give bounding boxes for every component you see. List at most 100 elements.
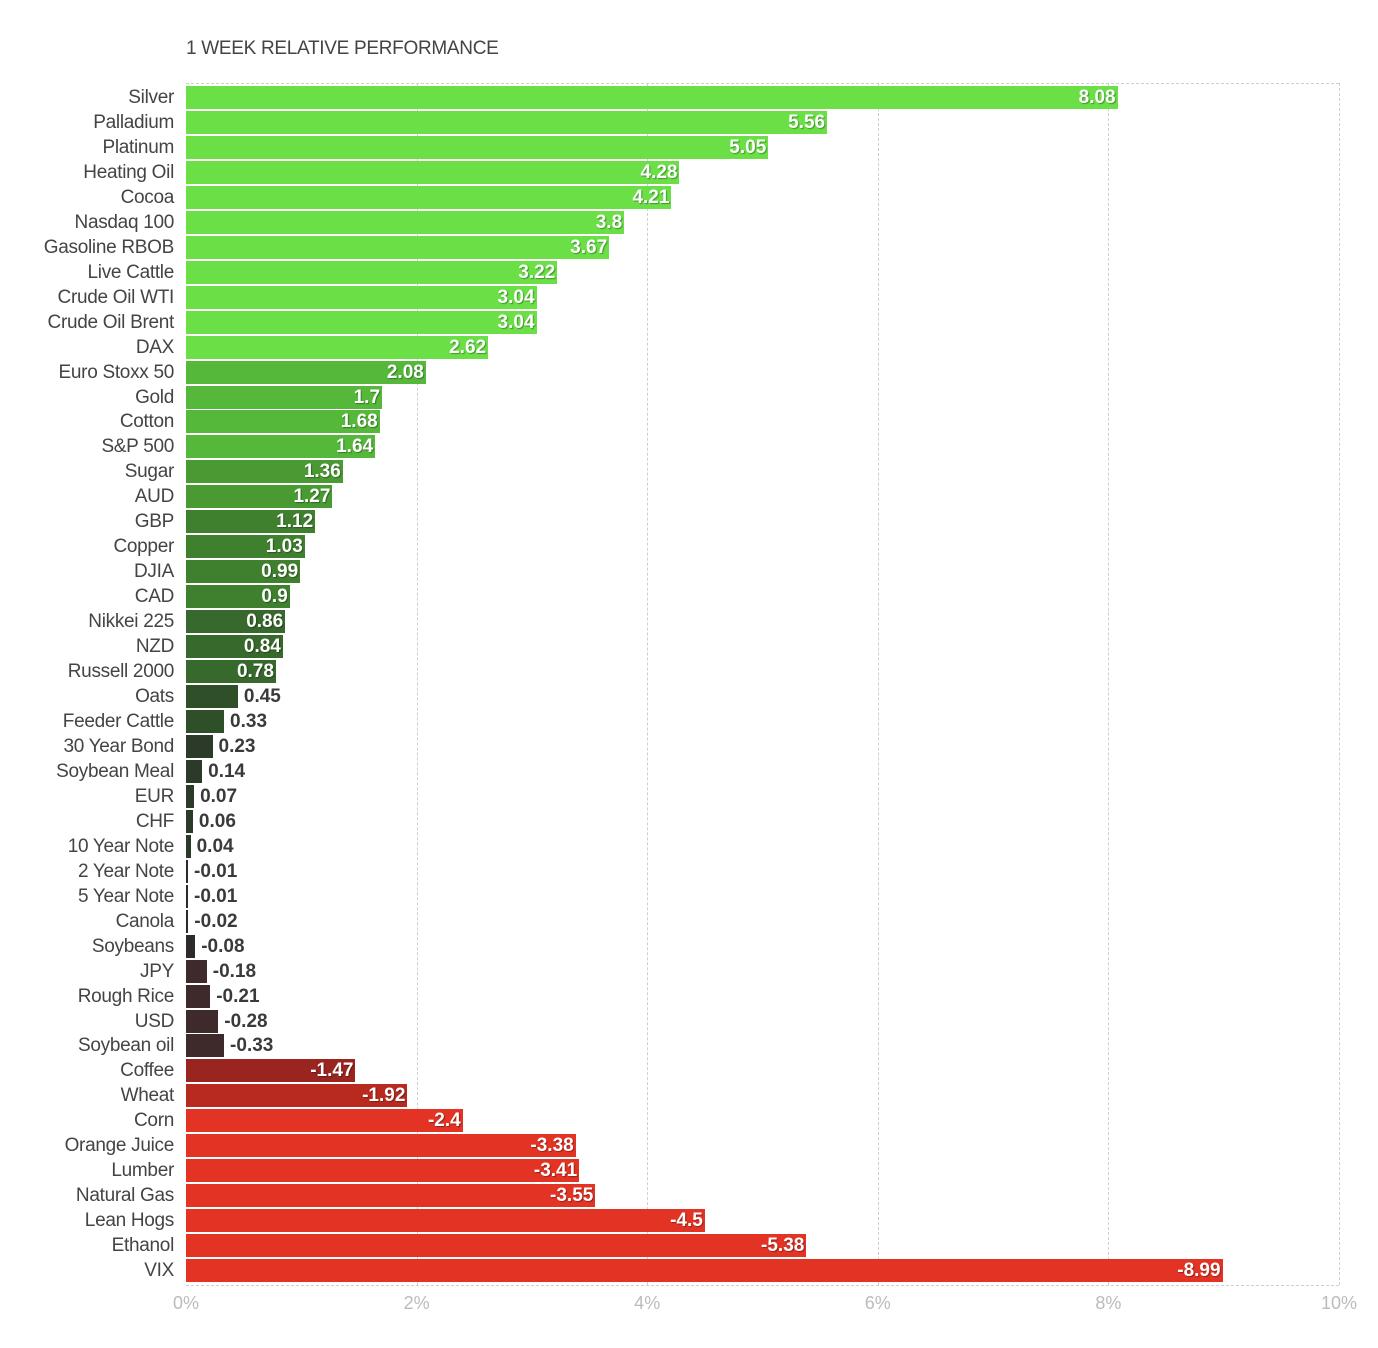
bar-row: 0.14 [186, 759, 1339, 784]
bar-value-label: 0.78 [236, 661, 274, 683]
bar-value-label: 0.06 [198, 810, 236, 832]
category-label: Cotton [119, 411, 174, 433]
bar[interactable] [186, 1134, 576, 1158]
bar[interactable] [186, 610, 286, 634]
bar[interactable] [186, 560, 301, 584]
bar-value-label: 3.8 [595, 211, 623, 233]
bar-value-label: -0.18 [212, 960, 257, 982]
bar[interactable] [186, 909, 189, 933]
category-label: AUD [134, 486, 175, 508]
bar[interactable] [186, 1059, 356, 1083]
bar-value-label: -3.41 [533, 1160, 578, 1182]
bar[interactable] [186, 135, 769, 159]
bar[interactable] [186, 585, 290, 609]
bar-row: -0.33 [186, 1033, 1339, 1058]
bar[interactable] [186, 385, 382, 409]
bar[interactable] [186, 110, 828, 134]
bar[interactable] [186, 160, 680, 184]
bar-row: -2.4 [186, 1108, 1339, 1133]
bar[interactable] [186, 1209, 705, 1233]
bar[interactable] [186, 734, 213, 758]
bar[interactable] [186, 1034, 225, 1058]
bar[interactable] [186, 959, 207, 983]
bar[interactable] [186, 185, 672, 209]
bar[interactable] [186, 1109, 463, 1133]
bar-value-label: 0.33 [230, 711, 268, 732]
bar-row: 3.67 [186, 235, 1339, 260]
bar-value-label: 3.04 [497, 286, 535, 308]
bar-value-label: 0.84 [243, 636, 281, 658]
bar-row: 8.08 [186, 85, 1339, 110]
gridline [416, 83, 418, 1285]
bar[interactable] [186, 410, 380, 434]
bar[interactable] [186, 510, 316, 534]
bar-value-label: 0.9 [261, 586, 288, 608]
category-label: Canola [115, 910, 175, 932]
bar[interactable] [186, 859, 188, 883]
bar[interactable] [186, 710, 225, 733]
bar[interactable] [186, 834, 191, 858]
bar[interactable] [186, 360, 426, 384]
bar[interactable] [186, 635, 283, 659]
bar[interactable] [186, 685, 238, 709]
bar[interactable] [186, 934, 196, 958]
bar[interactable] [186, 784, 195, 808]
category-label: Lean Hogs [84, 1210, 175, 1232]
bar[interactable] [186, 984, 211, 1008]
category-label: 30 Year Bond [63, 735, 174, 757]
category-label: DAX [135, 336, 174, 358]
bar[interactable] [186, 809, 193, 833]
category-label: Silver [128, 87, 174, 108]
bar-row: 0.78 [186, 659, 1339, 684]
bar[interactable] [186, 1234, 807, 1258]
bar[interactable] [186, 335, 489, 359]
bar[interactable] [186, 535, 305, 559]
bar-row: 0.04 [186, 834, 1339, 859]
bar-value-label: 0.14 [208, 760, 246, 782]
bar[interactable] [186, 260, 558, 284]
bar-row: 1.12 [186, 509, 1339, 534]
bar-value-label: 1.68 [340, 411, 378, 433]
bar-value-label: 3.22 [518, 261, 556, 283]
bar[interactable] [186, 310, 537, 334]
bar-row: -0.08 [186, 934, 1339, 959]
bar[interactable] [186, 210, 625, 234]
bar-row: 0.45 [186, 684, 1339, 709]
category-label: Feeder Cattle [62, 711, 175, 732]
category-label: Sugar [124, 461, 175, 483]
bar[interactable] [186, 460, 343, 484]
bar-row: 0.99 [186, 559, 1339, 584]
bar-value-label: 4.28 [640, 161, 678, 183]
bar[interactable] [186, 86, 1118, 109]
bar-row: 1.68 [186, 409, 1339, 434]
bar[interactable] [186, 660, 276, 684]
bar[interactable] [186, 1259, 1223, 1283]
bar[interactable] [186, 1084, 408, 1108]
category-label: Gasoline RBOB [43, 236, 175, 258]
bar-value-label: -0.28 [224, 1010, 268, 1032]
bar[interactable] [186, 1009, 219, 1033]
bar[interactable] [186, 435, 376, 459]
bar[interactable] [186, 884, 188, 908]
category-label: Corn [134, 1110, 174, 1132]
bar-value-label: -8.99 [1177, 1260, 1221, 1282]
bar[interactable] [186, 285, 537, 309]
bar[interactable] [186, 1184, 596, 1208]
bar-row: 2.08 [186, 360, 1339, 385]
bar-row: 2.62 [186, 335, 1339, 360]
bar-row: 0.07 [186, 784, 1339, 809]
category-label: Ethanol [111, 1235, 175, 1257]
category-label: Crude Oil Brent [47, 311, 175, 333]
bar[interactable] [186, 485, 333, 509]
bar[interactable] [186, 235, 610, 259]
category-label: Wheat [120, 1085, 175, 1107]
category-label: NZD [135, 636, 174, 658]
bar[interactable] [186, 1159, 580, 1183]
bar[interactable] [186, 759, 203, 783]
category-label: EUR [134, 785, 175, 807]
bar-row: -3.55 [186, 1183, 1339, 1208]
bar-row: 1.64 [186, 434, 1339, 459]
x-tick-label: 0% [172, 1293, 200, 1313]
category-label: Coffee [120, 1060, 174, 1082]
bar-value-label: 3.67 [570, 236, 608, 258]
